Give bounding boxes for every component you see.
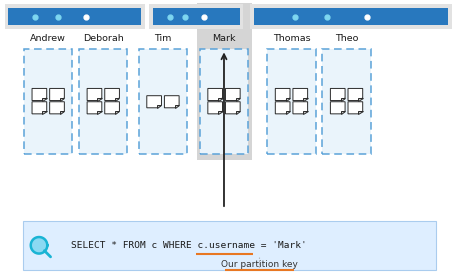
Polygon shape bbox=[293, 89, 308, 101]
Polygon shape bbox=[31, 237, 47, 254]
Text: Deborah: Deborah bbox=[83, 34, 123, 43]
Polygon shape bbox=[32, 89, 47, 101]
Text: Mark: Mark bbox=[212, 34, 236, 43]
Polygon shape bbox=[105, 89, 119, 101]
FancyBboxPatch shape bbox=[79, 50, 128, 154]
Polygon shape bbox=[218, 98, 223, 101]
FancyBboxPatch shape bbox=[23, 221, 436, 270]
Polygon shape bbox=[358, 98, 363, 101]
FancyBboxPatch shape bbox=[5, 4, 145, 29]
FancyBboxPatch shape bbox=[197, 3, 252, 160]
Polygon shape bbox=[293, 102, 308, 114]
Polygon shape bbox=[105, 102, 119, 114]
FancyBboxPatch shape bbox=[250, 4, 452, 29]
Polygon shape bbox=[97, 98, 102, 101]
Polygon shape bbox=[303, 98, 308, 101]
Polygon shape bbox=[115, 98, 119, 101]
Text: Thomas: Thomas bbox=[273, 34, 310, 43]
Polygon shape bbox=[358, 111, 363, 114]
Text: Our partition key: Our partition key bbox=[221, 260, 298, 269]
FancyBboxPatch shape bbox=[149, 4, 243, 29]
Polygon shape bbox=[341, 111, 345, 114]
Polygon shape bbox=[208, 89, 223, 101]
Text: Theo: Theo bbox=[335, 34, 358, 43]
Polygon shape bbox=[60, 98, 64, 101]
FancyBboxPatch shape bbox=[24, 50, 73, 154]
Text: SELECT * FROM c WHERE c.username = 'Mark': SELECT * FROM c WHERE c.username = 'Mark… bbox=[71, 241, 307, 250]
Polygon shape bbox=[275, 89, 290, 101]
Polygon shape bbox=[97, 111, 102, 114]
FancyBboxPatch shape bbox=[200, 50, 248, 154]
Polygon shape bbox=[164, 96, 179, 108]
FancyBboxPatch shape bbox=[267, 50, 316, 154]
Polygon shape bbox=[50, 102, 64, 114]
Polygon shape bbox=[303, 111, 308, 114]
Polygon shape bbox=[115, 111, 119, 114]
Polygon shape bbox=[225, 89, 240, 101]
Polygon shape bbox=[330, 89, 345, 101]
Polygon shape bbox=[330, 102, 345, 114]
Polygon shape bbox=[348, 102, 363, 114]
Polygon shape bbox=[285, 111, 290, 114]
FancyBboxPatch shape bbox=[153, 8, 240, 25]
Polygon shape bbox=[157, 105, 162, 108]
FancyBboxPatch shape bbox=[139, 50, 187, 154]
Polygon shape bbox=[275, 102, 290, 114]
Polygon shape bbox=[42, 98, 47, 101]
Polygon shape bbox=[87, 89, 102, 101]
Text: Andrew: Andrew bbox=[30, 34, 66, 43]
Polygon shape bbox=[147, 96, 162, 108]
Polygon shape bbox=[236, 111, 240, 114]
Polygon shape bbox=[50, 89, 64, 101]
Polygon shape bbox=[208, 102, 223, 114]
Polygon shape bbox=[348, 89, 363, 101]
Polygon shape bbox=[42, 111, 47, 114]
FancyBboxPatch shape bbox=[322, 50, 371, 154]
Text: Tim: Tim bbox=[154, 34, 172, 43]
Polygon shape bbox=[285, 98, 290, 101]
FancyBboxPatch shape bbox=[254, 8, 448, 25]
Polygon shape bbox=[225, 102, 240, 114]
FancyBboxPatch shape bbox=[8, 8, 141, 25]
Polygon shape bbox=[341, 98, 345, 101]
Polygon shape bbox=[32, 102, 47, 114]
Polygon shape bbox=[87, 102, 102, 114]
Polygon shape bbox=[60, 111, 64, 114]
Polygon shape bbox=[175, 105, 179, 108]
Polygon shape bbox=[236, 98, 240, 101]
Polygon shape bbox=[218, 111, 223, 114]
